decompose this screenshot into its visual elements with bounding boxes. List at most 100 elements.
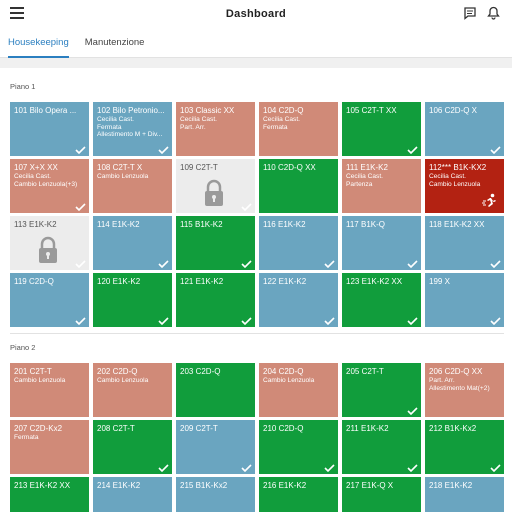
room-number: 204 C2D-Q	[263, 367, 304, 376]
check-icon	[75, 203, 86, 211]
room-tile-119[interactable]: 119 C2D-Q	[10, 273, 89, 327]
tab-bar: Housekeeping Manutenzione	[0, 28, 512, 58]
room-tile-115[interactable]: 115 B1K-K2	[176, 216, 255, 270]
room-tile-201[interactable]: 201 C2T-T Cambio Lenzuola	[10, 363, 89, 417]
room-tile-199[interactable]: 199 X	[425, 273, 504, 327]
room-tile-214[interactable]: 214 E1K-K2	[93, 477, 172, 512]
room-tile-213[interactable]: 213 E1K-K2 XX	[10, 477, 89, 512]
room-tile-215[interactable]: 215 B1K-Kx2	[176, 477, 255, 512]
room-tile-108[interactable]: 108 C2T-T X Cambio Lenzuola	[93, 159, 172, 213]
hamburger-menu-icon[interactable]	[10, 7, 24, 20]
lock-icon	[205, 179, 223, 206]
room-tile-106[interactable]: 106 C2D-Q X	[425, 102, 504, 156]
floor-label-piano-1: Piano 1	[10, 82, 36, 91]
room-tile-216[interactable]: 216 E1K-K2	[259, 477, 338, 512]
check-icon	[75, 317, 86, 325]
room-tile-209[interactable]: 209 C2T-T	[176, 420, 255, 474]
room-number: 119 C2D-Q	[14, 277, 54, 286]
check-icon	[158, 146, 169, 154]
room-number: 118 E1K-K2 XX	[429, 220, 485, 229]
room-tile-207[interactable]: 207 C2D-Kx2 Fermata	[10, 420, 89, 474]
message-icon[interactable]	[463, 6, 477, 20]
room-tile-203[interactable]: 203 C2D-Q	[176, 363, 255, 417]
room-status-line: Cambio Lenzuola	[97, 377, 149, 384]
room-tile-118[interactable]: 118 E1K-K2 XX	[425, 216, 504, 270]
room-tile-202[interactable]: 202 C2D-Q Cambio Lenzuola	[93, 363, 172, 417]
room-status-line: Allestimento M + Div...	[97, 131, 163, 138]
room-tile-211[interactable]: 211 E1K-K2	[342, 420, 421, 474]
room-number: 210 C2D-Q	[263, 424, 304, 433]
room-number: 105 C2T-T XX	[346, 106, 397, 115]
room-tile-103[interactable]: 103 Classic XX Cecilia Cast. Part. Arr.	[176, 102, 255, 156]
room-number: 120 E1K-K2	[97, 277, 141, 286]
check-icon	[407, 464, 418, 472]
room-status-line: Cecilia Cast.	[429, 173, 467, 180]
room-tile-109[interactable]: 109 C2T-T	[176, 159, 255, 213]
room-tile-206[interactable]: 206 C2D-Q XX Part. Arr. Allestimento Mat(+…	[425, 363, 504, 417]
room-tile-117[interactable]: 117 B1K-Q	[342, 216, 421, 270]
check-icon	[490, 260, 501, 268]
room-tile-102[interactable]: 102 Bilo Petronio... Cecilia Cast. Fermata…	[93, 102, 172, 156]
tab-housekeeping[interactable]: Housekeeping	[8, 28, 69, 58]
room-tile-205[interactable]: 205 C2T-T	[342, 363, 421, 417]
room-status-line: Part. Arr.	[180, 123, 206, 131]
room-number: 205 C2T-T	[346, 367, 384, 376]
room-number: 109 C2T-T	[180, 163, 218, 172]
check-icon	[158, 260, 169, 268]
room-number: 203 C2D-Q	[180, 367, 221, 376]
room-number: 111 E1K-K2	[346, 163, 388, 172]
room-status-line: Fermata	[14, 434, 39, 441]
room-tile-120[interactable]: 120 E1K-K2	[93, 273, 172, 327]
room-status-line: Cambio Lenzuola	[14, 377, 66, 384]
tab-manutenzione[interactable]: Manutenzione	[84, 37, 145, 48]
room-status-line: Cambio Lenzuola	[263, 377, 315, 384]
room-tile-110[interactable]: 110 C2D-Q XX	[259, 159, 338, 213]
check-icon	[241, 317, 252, 325]
room-tile-107[interactable]: 107 X+X XX Cecilia Cast. Cambio Lenzuola(+…	[10, 159, 89, 213]
check-icon	[241, 464, 252, 472]
page-title: Dashboard	[225, 8, 287, 20]
room-tile-105[interactable]: 105 C2T-T XX	[342, 102, 421, 156]
room-status-line: Allestimento Mat(+2)	[429, 384, 490, 392]
room-tile-122[interactable]: 122 E1K-K2	[259, 273, 338, 327]
room-number: 199 X	[429, 277, 450, 286]
check-icon	[324, 317, 335, 325]
room-number: 212 B1K-Kx2	[429, 424, 477, 433]
check-icon	[407, 260, 418, 268]
room-tile-208[interactable]: 208 C2T-T	[93, 420, 172, 474]
room-tile-210[interactable]: 210 C2D-Q	[259, 420, 338, 474]
room-number: 103 Classic XX	[180, 106, 235, 115]
check-icon	[158, 317, 169, 325]
room-grid-piano-1: 101 Bilo Opera ... 102 Bilo Petronio... Ce…	[10, 102, 504, 327]
room-tile-121[interactable]: 121 E1K-K2	[176, 273, 255, 327]
room-number: 114 E1K-K2	[97, 220, 140, 229]
room-tile-123[interactable]: 123 E1K-K2 XX	[342, 273, 421, 327]
room-tile-218[interactable]: 218 E1K-K2	[425, 477, 504, 512]
room-tile-104[interactable]: 104 C2D-Q Cecilia Cast. Fermata	[259, 102, 338, 156]
room-tile-101[interactable]: 101 Bilo Opera ...	[10, 102, 89, 156]
app-bar: Dashboard	[0, 0, 512, 28]
room-tile-111[interactable]: 111 E1K-K2 Cecilia Cast. Partenza	[342, 159, 421, 213]
room-tile-113[interactable]: 113 E1K-K2	[10, 216, 89, 270]
room-number: 115 B1K-K2	[180, 220, 223, 229]
check-icon	[75, 146, 86, 154]
room-tile-212[interactable]: 212 B1K-Kx2	[425, 420, 504, 474]
room-tile-114[interactable]: 114 E1K-K2	[93, 216, 172, 270]
room-number: 112*** B1K-KX2	[429, 163, 487, 172]
lock-icon	[39, 236, 57, 263]
room-tile-116[interactable]: 116 E1K-K2	[259, 216, 338, 270]
room-number: 113 E1K-K2	[14, 220, 57, 229]
bell-icon[interactable]	[487, 6, 500, 20]
room-number: 213 E1K-K2 XX	[14, 481, 71, 490]
room-number: 117 B1K-Q	[346, 220, 385, 229]
room-number: 123 E1K-K2 XX	[346, 277, 403, 286]
room-status-line: Cambio Lenzuola	[97, 173, 149, 180]
room-tile-217[interactable]: 217 E1K-Q X	[342, 477, 421, 512]
check-icon	[407, 146, 418, 154]
room-tile-112[interactable]: 112*** B1K-KX2 Cecilia Cast. Cambio Lenzuo…	[425, 159, 504, 213]
room-tile-204[interactable]: 204 C2D-Q Cambio Lenzuola	[259, 363, 338, 417]
room-number: 110 C2D-Q XX	[263, 163, 316, 172]
check-icon	[75, 260, 86, 268]
room-number: 121 E1K-K2	[180, 277, 224, 286]
room-number: 217 E1K-Q X	[346, 481, 394, 490]
